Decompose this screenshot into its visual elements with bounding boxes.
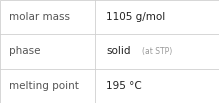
Text: 195 °C: 195 °C xyxy=(106,81,142,91)
Text: molar mass: molar mass xyxy=(9,12,70,22)
Text: (at STP): (at STP) xyxy=(142,47,172,56)
Text: solid: solid xyxy=(106,46,131,57)
Text: melting point: melting point xyxy=(9,81,79,91)
Text: 1105 g/mol: 1105 g/mol xyxy=(106,12,166,22)
Text: phase: phase xyxy=(9,46,40,57)
